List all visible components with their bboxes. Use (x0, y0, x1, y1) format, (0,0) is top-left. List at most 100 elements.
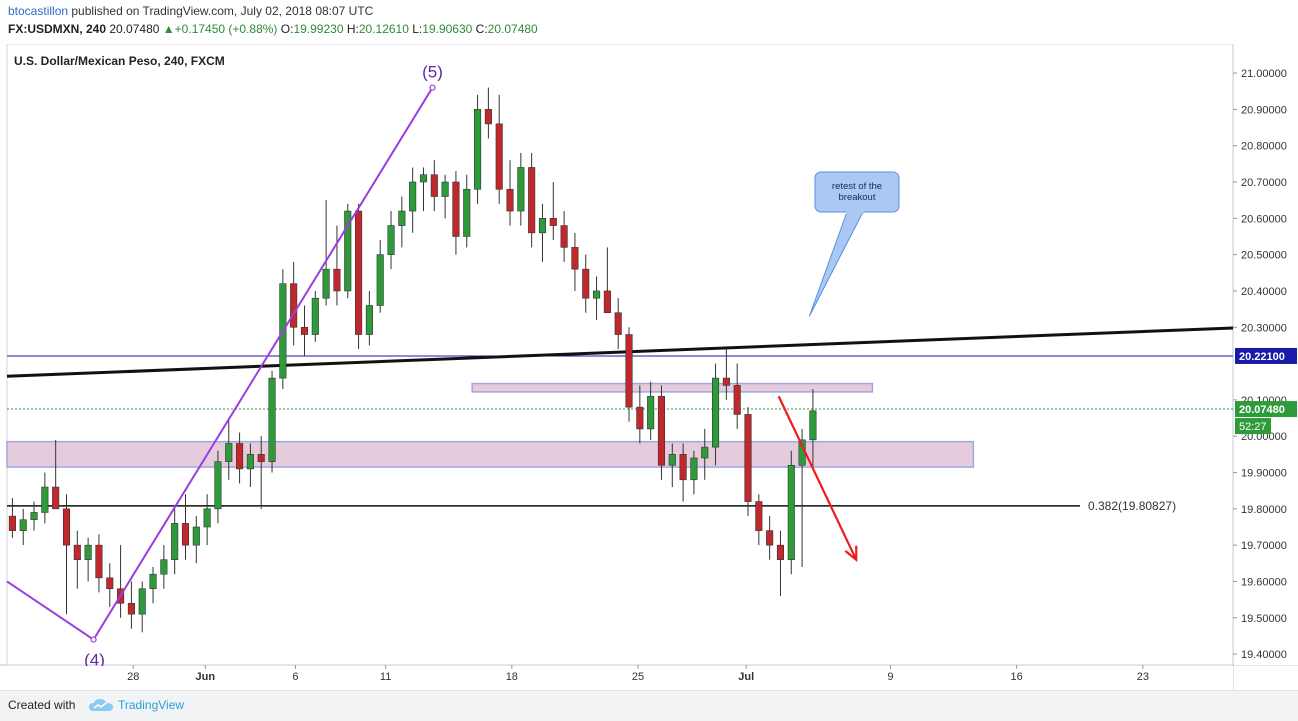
candle (484, 87, 492, 139)
candle-body (398, 210, 406, 226)
candle-body (19, 519, 27, 531)
created-with-label: Created with (8, 698, 76, 712)
candle (441, 174, 449, 219)
candle-body (95, 544, 103, 579)
candle (73, 530, 81, 589)
candle-body (495, 123, 503, 190)
candle (19, 508, 27, 546)
candle (376, 240, 384, 313)
symbol-label[interactable]: FX:USDMXN, 240 (8, 22, 107, 36)
price-tick-label: 19.80000 (1241, 504, 1287, 516)
candle-body (387, 225, 395, 255)
candle (560, 211, 568, 262)
countdown-tag: 52:27 (1239, 421, 1267, 433)
wave-point[interactable] (429, 84, 436, 91)
close-label: C: (475, 22, 488, 36)
support-zone-box[interactable] (6, 440, 975, 468)
candle (41, 472, 49, 524)
candle-body (236, 443, 244, 470)
price-tick-label: 19.70000 (1241, 540, 1287, 552)
candle-series (8, 87, 817, 633)
candle (776, 530, 785, 596)
candle-body (722, 377, 730, 386)
candle-body (528, 167, 536, 234)
candle-body (138, 588, 146, 615)
candle (538, 203, 547, 262)
candle (722, 349, 730, 400)
price-tick-label: 20.00000 (1241, 431, 1287, 443)
candle (246, 443, 254, 488)
candle-body (311, 297, 319, 335)
wave-point[interactable] (90, 636, 97, 643)
elliott-wave-line[interactable] (6, 87, 434, 641)
time-tick-label: 18 (506, 671, 518, 683)
candle-body (582, 268, 590, 299)
candle-body (376, 254, 384, 306)
candle (355, 203, 363, 350)
candle-body (657, 395, 666, 466)
candle (549, 182, 557, 241)
candle (528, 152, 536, 248)
price-tick-label: 19.40000 (1241, 649, 1287, 661)
tradingview-cloud-icon[interactable] (88, 697, 114, 713)
candle (62, 494, 71, 615)
candle-body (430, 174, 438, 197)
candle (603, 247, 611, 314)
candle-body (409, 181, 417, 212)
candle-body (365, 305, 373, 335)
candle (506, 160, 514, 226)
time-axis[interactable] (0, 666, 1233, 690)
chart-header: btocastillon published on TradingView.co… (0, 0, 1298, 44)
price-tick-label: 20.30000 (1241, 322, 1287, 334)
candle (268, 370, 276, 473)
candle-body (787, 464, 795, 560)
candle (463, 174, 471, 248)
candle (95, 534, 103, 593)
candle-body (593, 290, 601, 299)
candle (647, 381, 655, 440)
plot-area[interactable] (6, 43, 1234, 666)
candle-body (647, 395, 655, 430)
resistance-zone-box[interactable] (471, 382, 874, 393)
candle-body (755, 501, 763, 531)
candle-body (452, 181, 460, 237)
candle-body (668, 454, 676, 466)
candle (766, 516, 774, 560)
author-link[interactable]: btocastillon (8, 4, 69, 18)
candle (181, 494, 190, 560)
candle (452, 171, 460, 255)
candle (679, 443, 687, 502)
time-tick-label: 23 (1137, 671, 1149, 683)
candle (571, 232, 579, 291)
candle-body (268, 377, 276, 462)
candle (690, 450, 698, 495)
candle (657, 385, 666, 480)
candle-body (106, 577, 114, 590)
candle-body (549, 218, 557, 226)
callout-text: retest of the breakout (832, 181, 882, 203)
fib-level-label: 0.382(19.80827) (1088, 499, 1176, 513)
candle-body (701, 446, 709, 459)
tradingview-brand[interactable]: TradingView (118, 698, 185, 712)
candle (636, 385, 644, 444)
candle (614, 298, 622, 350)
candle (127, 581, 135, 629)
candle-body (560, 225, 568, 248)
candle (214, 450, 222, 524)
time-tick-label: 16 (1011, 671, 1023, 683)
candle (149, 566, 157, 604)
projection-arrow-line[interactable] (777, 395, 858, 561)
candle-body (257, 454, 265, 462)
time-tick-label: Jul (738, 671, 754, 683)
candle (625, 327, 633, 422)
trendline[interactable] (6, 326, 1234, 378)
candle (419, 167, 428, 212)
candle-body (41, 486, 49, 513)
candle-body (463, 188, 471, 237)
time-tick-label: 11 (380, 671, 391, 683)
price-tick-label: 20.50000 (1241, 250, 1287, 262)
candle-body (571, 247, 579, 270)
candle (398, 196, 406, 248)
candle (257, 436, 265, 509)
